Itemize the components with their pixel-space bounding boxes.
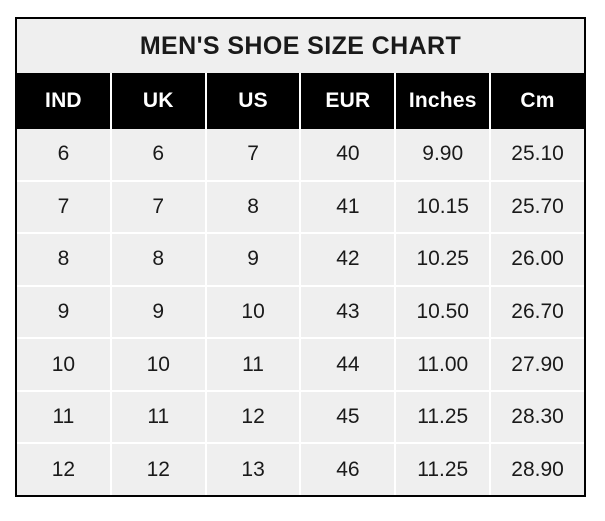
cell-ind: 7: [17, 181, 110, 233]
table-row: 7 7 8 41 10.15 25.70: [17, 179, 584, 233]
cell-us: 8: [204, 181, 300, 233]
cell-uk: 12: [109, 444, 205, 496]
cell-inches: 10.25: [394, 234, 490, 285]
page-title: MEN'S SHOE SIZE CHART: [139, 31, 462, 60]
table-header-row: IND UK US EUR Inches Cm: [17, 73, 584, 129]
cell-ind: 10: [17, 339, 110, 390]
table-row: 6 6 7 40 9.90 25.10: [17, 129, 584, 180]
cell-uk: 7: [109, 181, 205, 233]
table-row: 11 11 12 45 11.25 28.30: [17, 389, 584, 443]
cell-us: 7: [204, 129, 300, 180]
cell-eur: 44: [299, 339, 395, 390]
chart-title-row: MEN'S SHOE SIZE CHART: [17, 19, 584, 73]
column-header-cm: Cm: [489, 73, 584, 129]
cell-eur: 43: [299, 286, 395, 338]
table-body: 6 6 7 40 9.90 25.10 7 7 8 41 10.15 25.70…: [17, 129, 584, 496]
cell-uk: 10: [109, 339, 205, 390]
cell-eur: 45: [299, 391, 395, 443]
column-header-us: US: [204, 73, 300, 129]
cell-cm: 27.90: [489, 339, 584, 390]
table-row: 10 10 11 44 11.00 27.90: [17, 337, 584, 390]
cell-cm: 26.70: [489, 286, 584, 338]
cell-inches: 10.50: [394, 286, 490, 338]
cell-ind: 6: [17, 129, 110, 180]
cell-us: 10: [204, 286, 300, 338]
cell-inches: 11.25: [394, 391, 490, 443]
column-header-eur: EUR: [299, 73, 395, 129]
cell-cm: 26.00: [489, 234, 584, 285]
column-header-inches: Inches: [394, 73, 490, 129]
cell-ind: 11: [17, 391, 110, 443]
cell-cm: 28.30: [489, 391, 584, 443]
cell-us: 13: [204, 444, 300, 496]
cell-cm: 25.10: [489, 129, 584, 180]
cell-uk: 6: [109, 129, 205, 180]
cell-uk: 9: [109, 286, 205, 338]
cell-eur: 41: [299, 181, 395, 233]
cell-inches: 9.90: [394, 129, 490, 180]
table-row: 8 8 9 42 10.25 26.00: [17, 232, 584, 285]
cell-ind: 8: [17, 234, 110, 285]
cell-cm: 28.90: [489, 444, 584, 496]
cell-us: 9: [204, 234, 300, 285]
column-header-uk: UK: [109, 73, 205, 129]
cell-uk: 11: [109, 391, 205, 443]
cell-ind: 9: [17, 286, 110, 338]
cell-eur: 46: [299, 444, 395, 496]
column-header-ind: IND: [17, 73, 110, 129]
cell-inches: 11.25: [394, 444, 490, 496]
size-chart-table: MEN'S SHOE SIZE CHART IND UK US EUR Inch…: [15, 17, 586, 497]
cell-eur: 42: [299, 234, 395, 285]
cell-ind: 12: [17, 444, 110, 496]
cell-us: 12: [204, 391, 300, 443]
table-row: 12 12 13 46 11.25 28.90: [17, 442, 584, 496]
cell-us: 11: [204, 339, 300, 390]
cell-uk: 8: [109, 234, 205, 285]
cell-eur: 40: [299, 129, 395, 180]
cell-inches: 10.15: [394, 181, 490, 233]
table-row: 9 9 10 43 10.50 26.70: [17, 284, 584, 338]
cell-inches: 11.00: [394, 339, 490, 390]
cell-cm: 25.70: [489, 181, 584, 233]
